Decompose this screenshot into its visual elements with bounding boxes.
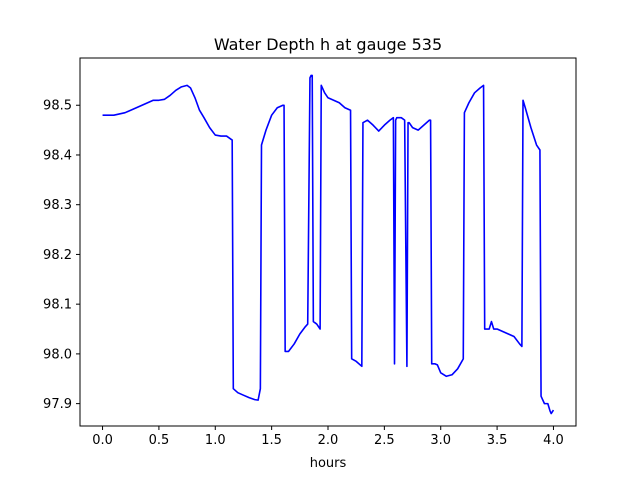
y-tick-label: 98.2 (43, 248, 72, 263)
y-tick-label: 98.4 (43, 148, 72, 163)
y-axis: 97.9 98.0 98.1 98.2 98.3 98.4 98.5 (43, 99, 80, 412)
x-tick-label: 2.5 (374, 433, 395, 448)
chart-title: Water Depth h at gauge 535 (214, 35, 442, 54)
x-tick-label: 0.5 (149, 433, 170, 448)
y-tick-label: 98.5 (43, 99, 72, 114)
x-tick-label: 4.0 (543, 433, 564, 448)
plot-area (102, 74, 555, 415)
series-line-0 (102, 74, 555, 415)
x-tick-label: 1.5 (261, 433, 282, 448)
x-tick-label: 0.0 (92, 433, 113, 448)
x-tick-label: 3.5 (487, 433, 508, 448)
y-tick-label: 97.9 (43, 397, 72, 412)
x-axis-label: hours (310, 456, 347, 471)
y-tick-label: 98.0 (43, 347, 72, 362)
x-tick-label: 2.0 (318, 433, 339, 448)
x-tick-label: 1.0 (205, 433, 226, 448)
x-tick-label: 3.0 (430, 433, 451, 448)
y-tick-label: 98.1 (43, 298, 72, 313)
plot-frame (79, 57, 577, 427)
x-axis: 0.0 0.5 1.0 1.5 2.0 2.5 3.0 3.5 4.0 (92, 426, 564, 448)
y-tick-label: 98.3 (43, 198, 72, 213)
